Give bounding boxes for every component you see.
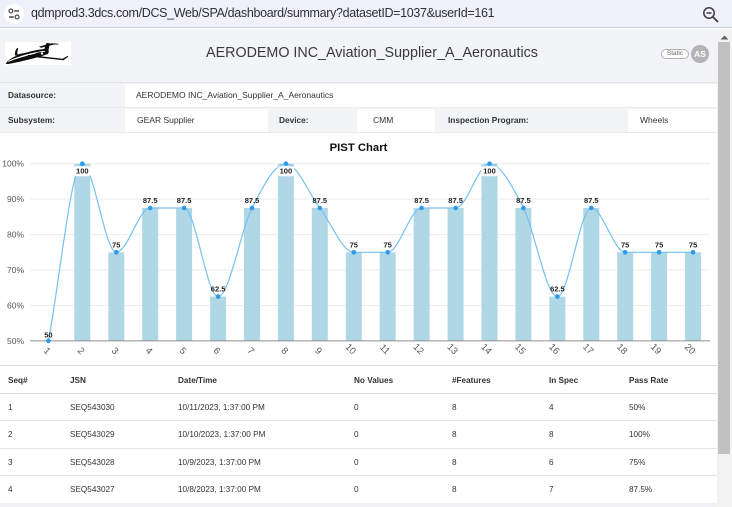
svg-text:75: 75 (655, 240, 663, 249)
svg-text:87.5: 87.5 (584, 196, 599, 205)
svg-text:75: 75 (112, 240, 120, 249)
svg-text:13: 13 (444, 342, 459, 357)
svg-text:75: 75 (384, 240, 392, 249)
svg-text:90%: 90% (7, 194, 24, 204)
svg-text:62.5: 62.5 (550, 285, 565, 294)
svg-text:60%: 60% (7, 301, 24, 311)
svg-text:16: 16 (546, 342, 561, 357)
svg-text:19: 19 (648, 342, 663, 357)
svg-text:100: 100 (280, 167, 293, 176)
svg-text:100: 100 (76, 167, 89, 176)
svg-text:9: 9 (312, 345, 324, 357)
svg-text:17: 17 (580, 342, 595, 357)
svg-text:2: 2 (75, 345, 87, 357)
svg-text:14: 14 (478, 342, 493, 357)
svg-text:50%: 50% (7, 336, 24, 346)
svg-text:6: 6 (211, 345, 223, 357)
svg-text:75: 75 (350, 240, 358, 249)
svg-text:62.5: 62.5 (211, 285, 226, 294)
svg-text:10: 10 (343, 342, 358, 357)
svg-text:87.5: 87.5 (516, 196, 531, 205)
svg-text:87.5: 87.5 (414, 196, 429, 205)
svg-text:87.5: 87.5 (143, 196, 158, 205)
svg-text:12: 12 (410, 342, 425, 357)
svg-text:80%: 80% (7, 230, 24, 240)
svg-text:5: 5 (177, 345, 189, 357)
svg-text:87.5: 87.5 (245, 196, 260, 205)
svg-text:3: 3 (109, 345, 121, 357)
svg-text:4: 4 (143, 345, 155, 357)
svg-text:11: 11 (377, 342, 392, 357)
svg-text:7: 7 (245, 345, 257, 357)
svg-text:8: 8 (279, 345, 291, 357)
svg-text:20: 20 (682, 342, 697, 357)
svg-text:50: 50 (44, 330, 52, 339)
svg-text:87.5: 87.5 (177, 196, 192, 205)
svg-text:1: 1 (41, 345, 53, 357)
svg-text:75: 75 (621, 240, 629, 249)
svg-text:70%: 70% (7, 265, 24, 275)
svg-text:100%: 100% (2, 159, 24, 169)
svg-text:100: 100 (483, 167, 496, 176)
svg-text:18: 18 (614, 342, 629, 357)
svg-text:87.5: 87.5 (312, 196, 327, 205)
svg-text:75: 75 (689, 240, 697, 249)
svg-text:15: 15 (512, 342, 527, 357)
svg-text:87.5: 87.5 (448, 196, 463, 205)
